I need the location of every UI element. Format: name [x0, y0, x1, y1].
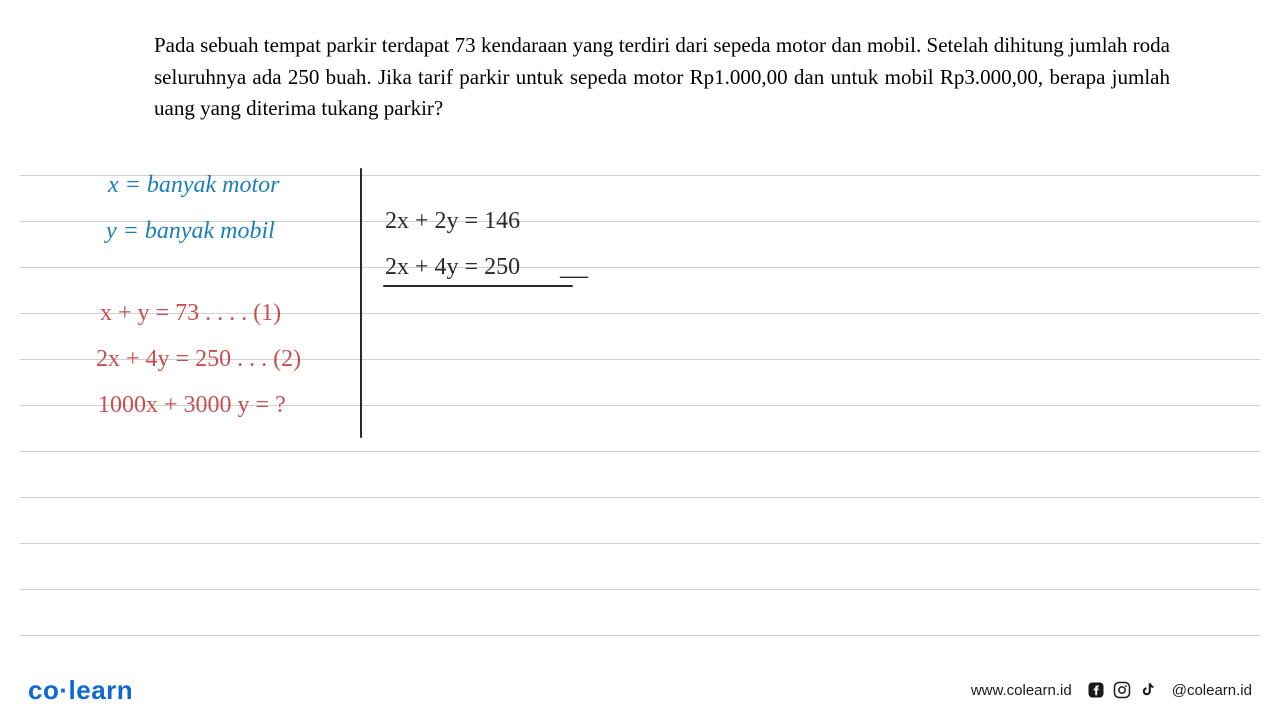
- tiktok-icon: [1138, 680, 1158, 700]
- ruled-line: [20, 589, 1260, 590]
- instagram-icon: [1112, 680, 1132, 700]
- ruled-line: [20, 451, 1260, 452]
- vertical-divider: [360, 168, 362, 438]
- footer-url: www.colearn.id: [971, 682, 1072, 699]
- work-underline: [383, 285, 573, 287]
- equation-1: x + y = 73 . . . . (1): [100, 300, 281, 327]
- footer: co·learn www.colearn.id @colearn.id: [0, 670, 1280, 720]
- ruled-line: [20, 635, 1260, 636]
- ruled-line: [20, 497, 1260, 498]
- social-icons: [1086, 680, 1158, 700]
- minus-sign: —: [560, 260, 588, 292]
- definition-x: x = banyak motor: [108, 172, 280, 199]
- problem-statement: Pada sebuah tempat parkir terdapat 73 ke…: [154, 30, 1170, 125]
- equation-3: 1000x + 3000 y = ?: [98, 392, 286, 419]
- facebook-icon: [1086, 680, 1106, 700]
- work-line-2: 2x + 4y = 250: [385, 254, 520, 281]
- logo-learn: learn: [69, 675, 134, 705]
- ruled-line: [20, 267, 1260, 268]
- social-handle: @colearn.id: [1172, 682, 1252, 699]
- footer-right: www.colearn.id @colearn.id: [971, 680, 1252, 700]
- logo-co: co: [28, 675, 59, 705]
- equation-2: 2x + 4y = 250 . . . (2): [96, 346, 301, 373]
- work-line-1: 2x + 2y = 146: [385, 208, 520, 235]
- ruled-line: [20, 543, 1260, 544]
- logo-dot: ·: [59, 675, 68, 705]
- definition-y: y = banyak mobil: [106, 218, 275, 245]
- brand-logo: co·learn: [28, 675, 133, 706]
